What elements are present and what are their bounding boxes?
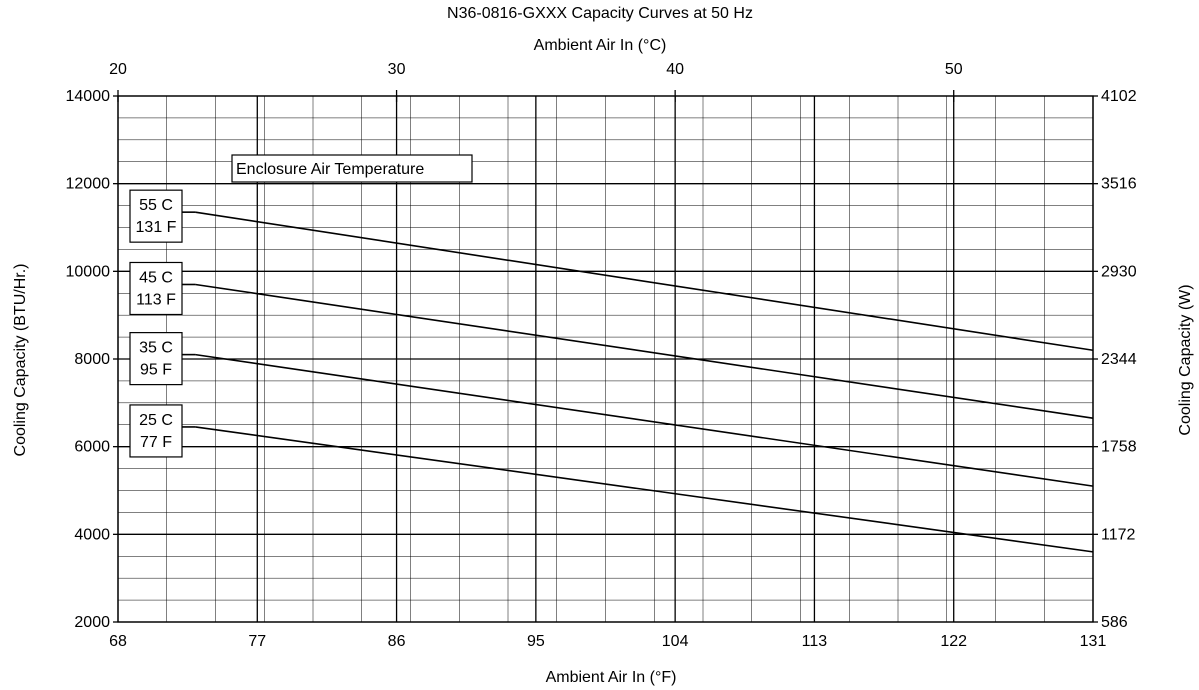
series-label-frame — [129, 332, 183, 386]
legend-title-box: Enclosure Air Temperature — [231, 154, 473, 183]
x-tick-label: 131 — [1080, 633, 1107, 650]
top-axis-label: Ambient Air In (°C) — [534, 37, 667, 54]
series-label-box: 45 C 113 F — [129, 261, 183, 316]
right-tick-label: 1758 — [1101, 439, 1137, 456]
series-label-text: 77 F — [140, 434, 172, 451]
x-tick-label: 86 — [388, 633, 406, 650]
right-tick-label: 4102 — [1101, 88, 1137, 105]
series-label-frame — [129, 261, 183, 316]
x-tick-label: 95 — [527, 633, 545, 650]
y-tick-label: 8000 — [74, 351, 110, 368]
series-line — [195, 211, 1094, 352]
legend-title: Enclosure Air Temperature — [236, 161, 424, 178]
right-tick-label: 2930 — [1101, 263, 1137, 280]
series-label-box: 25 C 77 F — [129, 404, 183, 458]
right-tick-label: 2344 — [1101, 351, 1137, 368]
tick-labels: 68 77 86 95 104 113 122 131 20 30 40 50 2000 4000 6000… — [66, 61, 1137, 650]
chart-title: N36-0816-GXXX Capacity Curves at 50 Hz — [447, 5, 753, 22]
y-tick-label: 14000 — [66, 88, 111, 105]
x-tick-label: 122 — [940, 633, 967, 650]
series-label-frame — [129, 189, 183, 243]
y-tick-label: 6000 — [74, 439, 110, 456]
series-label-box: 55 C 131 F — [129, 189, 183, 243]
top-tick-label: 40 — [666, 61, 684, 78]
top-tick-label: 30 — [388, 61, 406, 78]
series-label-text: 45 C — [139, 269, 173, 286]
right-tick-label: 586 — [1101, 614, 1128, 631]
x-tick-label: 104 — [662, 633, 689, 650]
series-labels: 55 C 131 F 45 C 113 F 35 C 95 F 25 C 77 F — [129, 189, 183, 458]
y-tick-label: 12000 — [66, 176, 111, 193]
top-tick-label: 20 — [109, 61, 127, 78]
y-axis-label: Cooling Capacity (BTU/Hr.) — [12, 264, 29, 457]
series-label-text: 35 C — [139, 340, 173, 357]
y-tick-label: 2000 — [74, 614, 110, 631]
series-label-box: 35 C 95 F — [129, 332, 183, 386]
y-tick-label: 10000 — [66, 263, 111, 280]
x-tick-label: 68 — [109, 633, 127, 650]
right-tick-label: 1172 — [1101, 526, 1136, 543]
series-line — [195, 353, 1094, 487]
series-line — [195, 426, 1094, 553]
top-tick-label: 50 — [945, 61, 963, 78]
x-axis-label: Ambient Air In (°F) — [546, 669, 677, 686]
series-lines — [182, 211, 1094, 553]
y-tick-label: 4000 — [74, 526, 110, 543]
series-label-text: 113 F — [136, 291, 176, 308]
series-label-text: 131 F — [136, 219, 177, 236]
series-line — [195, 283, 1094, 419]
right-axis-label: Cooling Capacity (W) — [1177, 284, 1194, 435]
grid — [117, 95, 1094, 623]
series-label-text: 25 C — [139, 412, 173, 429]
series-label-text: 95 F — [140, 362, 172, 379]
x-tick-label: 77 — [248, 633, 266, 650]
series-label-frame — [129, 404, 183, 458]
right-tick-label: 3516 — [1101, 176, 1137, 193]
x-tick-label: 113 — [802, 633, 828, 650]
series-label-text: 55 C — [139, 197, 173, 214]
